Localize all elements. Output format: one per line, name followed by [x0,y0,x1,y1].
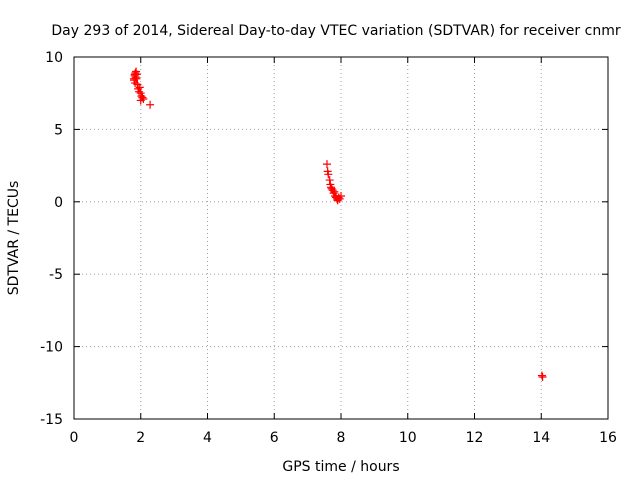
x-tick-label: 6 [270,430,279,446]
x-tick-label: 4 [203,430,212,446]
data-point-marker [135,87,144,96]
data-point-marker [322,160,331,169]
x-tick-label: 0 [70,430,79,446]
x-tick-label: 16 [599,430,617,446]
data-point-marker [337,192,345,201]
x-tick-label: 14 [532,430,550,446]
y-axis-ticks: -15 -10 -5 0 5 10 [40,50,608,428]
data-point-marker [135,83,144,92]
data-point-marker [538,373,547,382]
x-tick-label: 2 [136,430,145,446]
chart-title: Day 293 of 2014, Sidereal Day-to-day VTE… [51,23,620,39]
y-tick-label: 10 [45,50,63,66]
x-tick-label: 12 [466,430,484,446]
y-tick-label: 5 [54,122,63,138]
y-tick-label: -5 [49,267,63,283]
data-point-marker [325,176,334,185]
data-point-marker [537,371,546,380]
data-points [130,67,547,382]
x-axis-ticks: 0 2 4 6 8 10 12 14 16 [70,57,617,446]
data-point-marker [132,74,141,83]
y-axis-label: SDTVAR / TECUs [6,181,22,296]
x-tick-label: 8 [337,430,346,446]
data-point-marker [330,187,339,196]
grid-lines [74,57,608,419]
y-tick-label: -10 [40,340,63,356]
data-point-marker [146,100,155,109]
x-tick-label: 10 [399,430,417,446]
data-point-marker [324,170,333,179]
data-point-marker [139,94,148,103]
x-axis-label: GPS time / hours [282,459,399,475]
y-tick-label: -15 [40,412,63,428]
y-tick-label: 0 [54,195,63,211]
